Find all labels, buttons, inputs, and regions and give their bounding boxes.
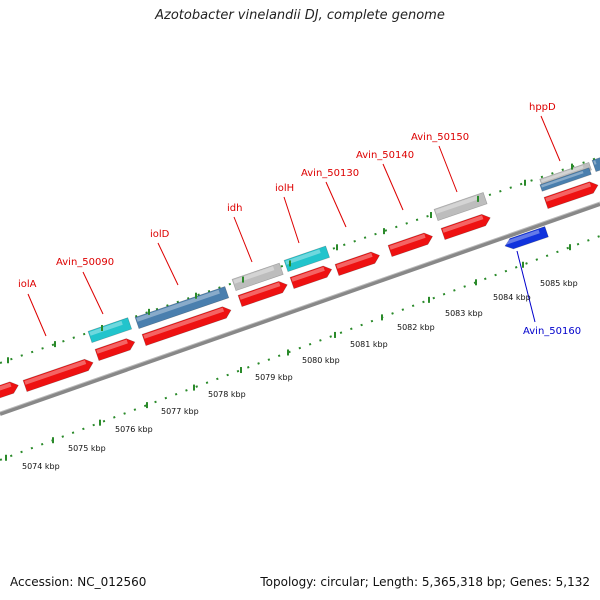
tick-label: 5084 kbp <box>493 293 531 302</box>
tick-label: 5082 kbp <box>397 323 435 332</box>
leader-line <box>157 242 179 286</box>
leader-line <box>382 163 404 211</box>
tick-label: 5081 kbp <box>350 340 388 349</box>
cds-iold <box>141 306 232 347</box>
tick-label: 5080 kbp <box>302 356 340 365</box>
tick-label: 5083 kbp <box>445 309 483 318</box>
cds-avin-50140 <box>387 232 433 258</box>
feature-iolh <box>283 245 330 273</box>
gene-label: Avin_50140 <box>356 150 414 161</box>
feature-avin-50150 <box>433 192 488 222</box>
tick-label: 5077 kbp <box>161 407 199 416</box>
feature-hppd-steel <box>539 167 592 192</box>
leader-line <box>27 293 47 337</box>
cds-hppd <box>543 181 599 210</box>
cds-ilva <box>22 358 94 393</box>
gene-label: iolD <box>150 229 170 240</box>
leader-line <box>82 271 104 315</box>
feature-right-edge <box>591 156 600 173</box>
tick-label: 5075 kbp <box>68 444 106 453</box>
cds-avin-50150 <box>440 214 491 241</box>
topology-text: Topology: circular; Length: 5,365,318 bp… <box>260 575 590 589</box>
cds-avin-50090 <box>94 338 136 362</box>
tick-label: 5085 kbp <box>540 279 578 288</box>
gene-label: iolH <box>275 183 294 194</box>
tick-label: 5078 kbp <box>208 390 246 399</box>
gene-label: hppD <box>529 102 556 113</box>
cds-avin-50130 <box>334 251 380 277</box>
leader-line <box>438 145 458 193</box>
cds-idh <box>237 281 288 308</box>
feature-avin-50090 <box>87 317 133 344</box>
tick-label: 5076 kbp <box>115 425 153 434</box>
backbone-line <box>0 202 600 416</box>
leader-line <box>516 250 536 323</box>
gene-label: Avin_50150 <box>411 132 469 143</box>
gene-label: Avin_50130 <box>301 168 359 179</box>
cds-avin-50160 <box>504 226 549 250</box>
accession-text: Accession: NC_012560 <box>10 575 147 589</box>
feature-iold <box>134 286 230 330</box>
leader-line <box>283 196 300 244</box>
gene-label: Avin_50160 <box>523 326 581 337</box>
gene-label: idh <box>227 203 242 214</box>
tick-label: 5079 kbp <box>255 373 293 382</box>
cds-iolh <box>289 265 333 290</box>
backbone-highlight <box>0 201 600 413</box>
upper-dotted-track <box>0 156 600 364</box>
leader-line <box>325 181 347 228</box>
genome-title: Azotobacter vinelandii DJ, complete geno… <box>155 8 445 23</box>
leader-line <box>233 216 253 263</box>
lower-dotted-track <box>0 235 600 461</box>
gene-label: Avin_50090 <box>56 257 114 268</box>
leader-line <box>540 115 561 162</box>
cds-partial-left <box>0 381 19 402</box>
tick-label: 5074 kbp <box>22 462 60 471</box>
gene-label: iolA <box>18 279 37 290</box>
